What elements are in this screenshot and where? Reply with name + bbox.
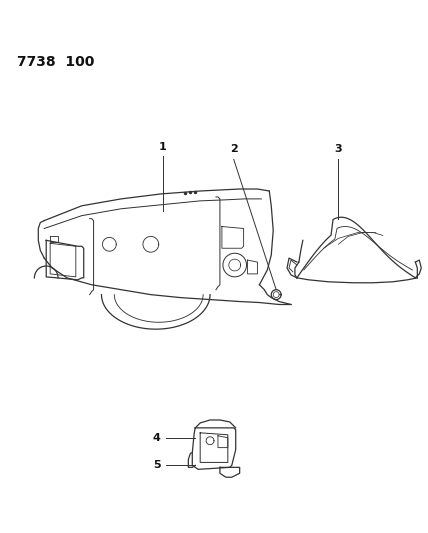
Text: 1: 1 bbox=[159, 142, 166, 151]
Text: 5: 5 bbox=[153, 461, 160, 471]
Text: 7738  100: 7738 100 bbox=[17, 55, 94, 69]
Text: 2: 2 bbox=[230, 144, 238, 155]
Text: 4: 4 bbox=[153, 433, 160, 443]
Text: 3: 3 bbox=[335, 144, 342, 155]
